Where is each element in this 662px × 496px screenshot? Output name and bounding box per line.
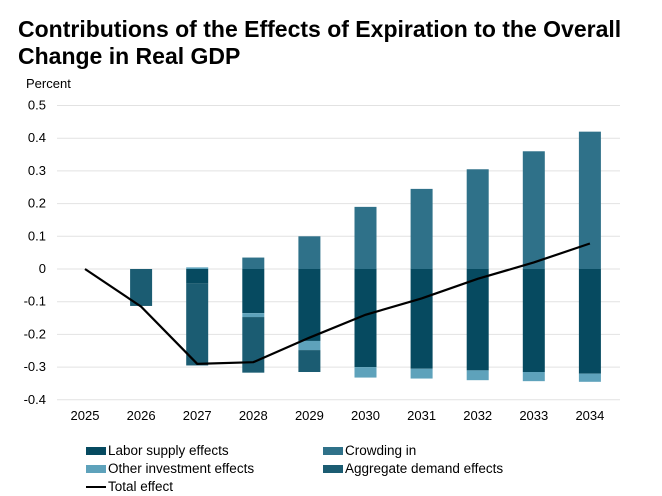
x-tick-label: 2034 <box>575 408 604 423</box>
bar-segment-other-investment-effects <box>466 370 489 381</box>
bar-segment-crowding-in <box>298 236 321 269</box>
bar-segment-other-investment-effects <box>522 372 545 382</box>
x-tick-label: 2032 <box>463 408 492 423</box>
y-tick-label: 0.1 <box>28 228 46 243</box>
legend-crowding-in: Crowding in <box>323 443 416 458</box>
bar-segment-labor-supply-effects <box>522 269 545 373</box>
bar-segment-other-investment-effects <box>354 367 377 378</box>
bar-segment-other-investment-effects <box>578 373 601 382</box>
legend-label: Aggregate demand effects <box>345 461 504 476</box>
y-tick-label: 0.4 <box>28 130 46 145</box>
legend-swatch <box>323 464 343 473</box>
legend-other-investment: Other investment effects <box>86 461 254 476</box>
legend-aggregate-demand: Aggregate demand effects <box>323 461 503 476</box>
bar-segment-crowding-in <box>466 169 489 269</box>
legend-label: Other investment effects <box>108 461 255 476</box>
legend-line <box>86 485 106 488</box>
bar-segment-crowding-in <box>354 206 377 269</box>
x-tick-label: 2029 <box>295 408 324 423</box>
bar-segment-labor-supply-effects <box>298 269 321 341</box>
bar-segment-aggregate-demand-effects <box>130 269 153 306</box>
y-tick-label: 0.5 <box>28 98 46 113</box>
bar-segment-crowding-in <box>522 151 545 269</box>
x-tick-label: 2033 <box>519 408 548 423</box>
chart-plot: 0.5 0.4 0.3 0.2 0.1 0 -0.1 -0.2 -0.3 -0.4 2025 2026… <box>24 98 620 423</box>
x-tick-label: 2025 <box>71 408 100 423</box>
y-tick-label: -0.4 <box>24 392 46 407</box>
bar-segment-labor-supply-effects <box>466 269 489 371</box>
y-axis-label: Percent <box>26 76 71 91</box>
y-tick-label: 0.3 <box>28 163 46 178</box>
x-tick-label: 2031 <box>407 408 436 423</box>
legend-swatch <box>86 464 106 473</box>
legend-label: Labor supply effects <box>108 443 229 458</box>
legend-label: Crowding in <box>345 443 417 458</box>
y-tick-label: -0.1 <box>24 294 46 309</box>
chart-title: Contributions of the Effects of Expirati… <box>18 16 622 69</box>
bar-segment-crowding-in <box>242 257 265 269</box>
bar-segment-other-investment-effects <box>298 340 321 351</box>
x-tick-label: 2026 <box>127 408 156 423</box>
bar-segment-aggregate-demand-effects <box>242 317 265 373</box>
legend-swatch <box>86 446 106 455</box>
x-tick-label: 2030 <box>351 408 380 423</box>
bar-segment-labor-supply-effects <box>410 269 433 369</box>
bar-segment-labor-supply-effects <box>578 269 601 374</box>
bar-segment-crowding-in <box>578 131 601 269</box>
legend-total-effect: Total effect <box>86 479 173 494</box>
legend-label: Total effect <box>108 479 174 494</box>
bar-segment-aggregate-demand-effects <box>186 283 209 366</box>
total-effect-line <box>84 242 591 365</box>
y-tick-label: -0.3 <box>24 359 46 374</box>
bar-segment-crowding-in <box>410 188 433 269</box>
y-tick-label: -0.2 <box>24 326 46 341</box>
bar-segment-labor-supply-effects <box>242 269 265 314</box>
bar-segment-aggregate-demand-effects <box>298 350 321 373</box>
y-tick-label: 0.2 <box>28 196 46 211</box>
bar-segment-other-investment-effects <box>242 313 265 318</box>
y-tick-label: 0 <box>39 261 46 276</box>
legend-labor-supply: Labor supply effects <box>86 443 229 458</box>
x-tick-label: 2027 <box>183 408 212 423</box>
legend-swatch <box>323 446 343 455</box>
x-tick-label: 2028 <box>239 408 268 423</box>
bar-segment-other-investment-effects <box>186 267 209 269</box>
bar-segment-other-investment-effects <box>410 368 433 379</box>
bar-segment-labor-supply-effects <box>354 269 377 368</box>
bar-segment-labor-supply-effects <box>186 269 209 284</box>
